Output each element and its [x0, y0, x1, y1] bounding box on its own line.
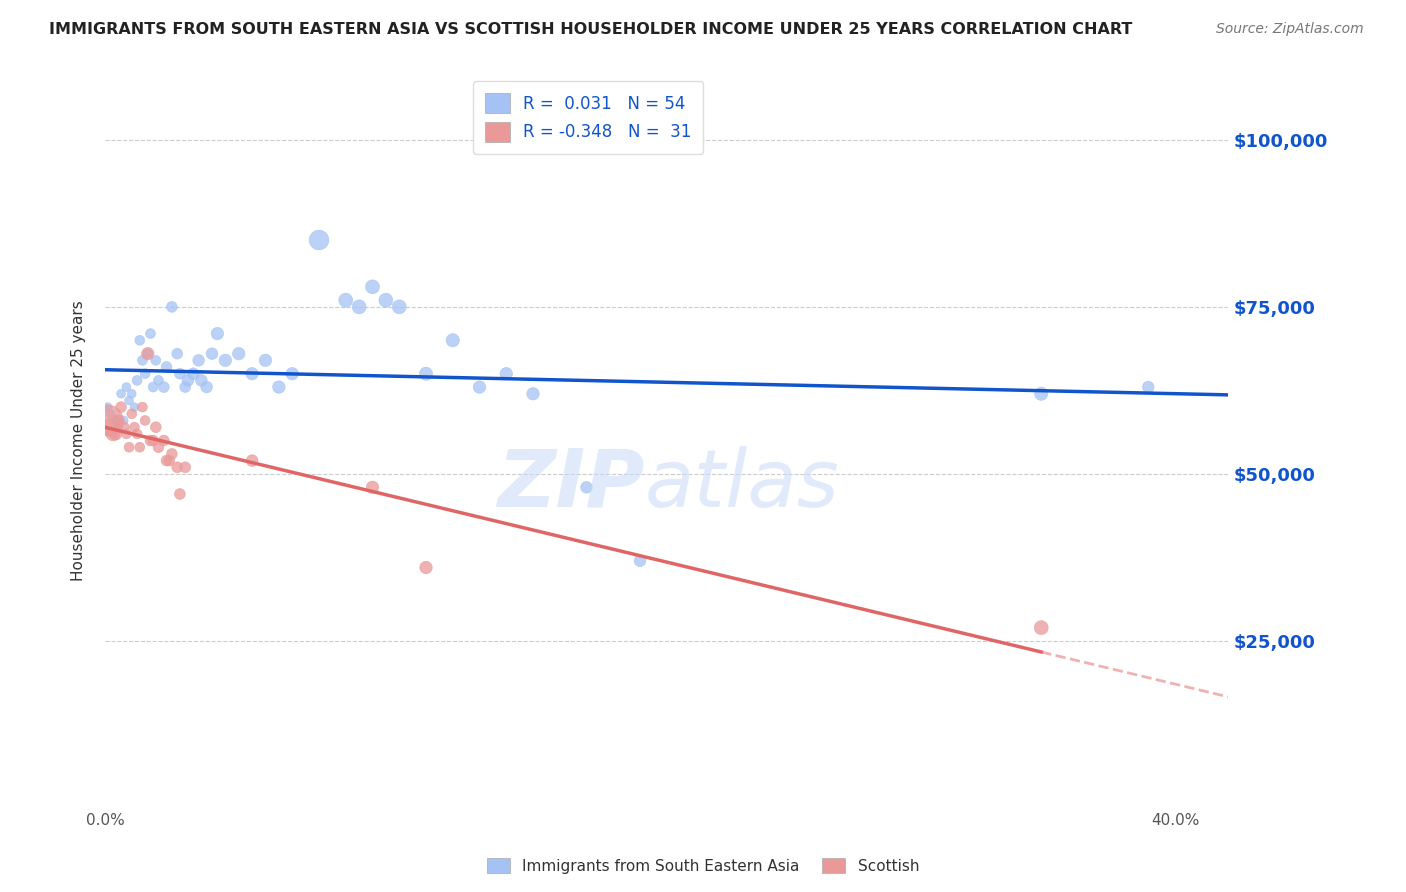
Point — [112, 413, 135, 427]
Point — [308, 233, 330, 247]
Point — [415, 560, 437, 574]
Point — [281, 367, 304, 381]
Point — [522, 386, 544, 401]
Point — [124, 420, 146, 434]
Point — [118, 393, 141, 408]
Point — [134, 413, 156, 427]
Point — [169, 367, 191, 381]
Point — [112, 420, 135, 434]
Text: atlas: atlas — [644, 446, 839, 524]
Point — [136, 346, 159, 360]
Y-axis label: Householder Income Under 25 years: Householder Income Under 25 years — [72, 300, 86, 581]
Legend: R =  0.031   N = 54, R = -0.348   N =  31: R = 0.031 N = 54, R = -0.348 N = 31 — [472, 81, 703, 153]
Point — [115, 380, 138, 394]
Point — [374, 293, 396, 308]
Point — [127, 426, 149, 441]
Point — [145, 353, 167, 368]
Point — [107, 420, 129, 434]
Point — [201, 346, 224, 360]
Point — [110, 386, 132, 401]
Point — [101, 426, 124, 441]
Text: IMMIGRANTS FROM SOUTH EASTERN ASIA VS SCOTTISH HOUSEHOLDER INCOME UNDER 25 YEARS: IMMIGRANTS FROM SOUTH EASTERN ASIA VS SC… — [49, 22, 1133, 37]
Point — [153, 434, 176, 448]
Point — [415, 367, 437, 381]
Point — [153, 380, 176, 394]
Point — [97, 413, 120, 427]
Point — [166, 460, 188, 475]
Point — [240, 453, 263, 467]
Point — [181, 367, 204, 381]
Point — [107, 413, 129, 427]
Point — [104, 426, 127, 441]
Text: ZIP: ZIP — [496, 446, 644, 524]
Point — [187, 353, 209, 368]
Point — [628, 554, 651, 568]
Point — [441, 333, 464, 347]
Point — [495, 367, 517, 381]
Point — [388, 300, 411, 314]
Point — [267, 380, 290, 394]
Point — [142, 380, 165, 394]
Point — [214, 353, 236, 368]
Point — [1137, 380, 1160, 394]
Point — [139, 434, 162, 448]
Point — [127, 373, 149, 387]
Point — [335, 293, 357, 308]
Point — [1031, 621, 1053, 635]
Point — [347, 300, 370, 314]
Point — [177, 373, 200, 387]
Point — [97, 400, 120, 414]
Point — [142, 434, 165, 448]
Point — [134, 367, 156, 381]
Point — [124, 400, 146, 414]
Point — [131, 353, 153, 368]
Point — [160, 447, 183, 461]
Point — [121, 407, 143, 421]
Point — [174, 380, 197, 394]
Point — [148, 440, 170, 454]
Point — [1031, 386, 1053, 401]
Point — [207, 326, 229, 341]
Point — [98, 420, 121, 434]
Point — [361, 480, 384, 494]
Legend: Immigrants from South Eastern Asia, Scottish: Immigrants from South Eastern Asia, Scot… — [481, 852, 925, 880]
Point — [128, 333, 150, 347]
Point — [190, 373, 212, 387]
Point — [136, 346, 159, 360]
Point — [468, 380, 491, 394]
Point — [131, 400, 153, 414]
Point — [98, 407, 121, 421]
Point — [155, 453, 177, 467]
Point — [169, 487, 191, 501]
Point — [115, 426, 138, 441]
Text: Source: ZipAtlas.com: Source: ZipAtlas.com — [1216, 22, 1364, 37]
Point — [148, 373, 170, 387]
Point — [121, 386, 143, 401]
Point — [104, 413, 127, 427]
Point — [139, 326, 162, 341]
Point — [128, 440, 150, 454]
Point — [101, 426, 124, 441]
Point — [174, 460, 197, 475]
Point — [240, 367, 263, 381]
Point — [118, 440, 141, 454]
Point — [254, 353, 277, 368]
Point — [228, 346, 250, 360]
Point — [160, 300, 183, 314]
Point — [157, 453, 180, 467]
Point — [155, 359, 177, 374]
Point — [361, 280, 384, 294]
Point — [575, 480, 598, 494]
Point — [110, 400, 132, 414]
Point — [145, 420, 167, 434]
Point — [166, 346, 188, 360]
Point — [195, 380, 218, 394]
